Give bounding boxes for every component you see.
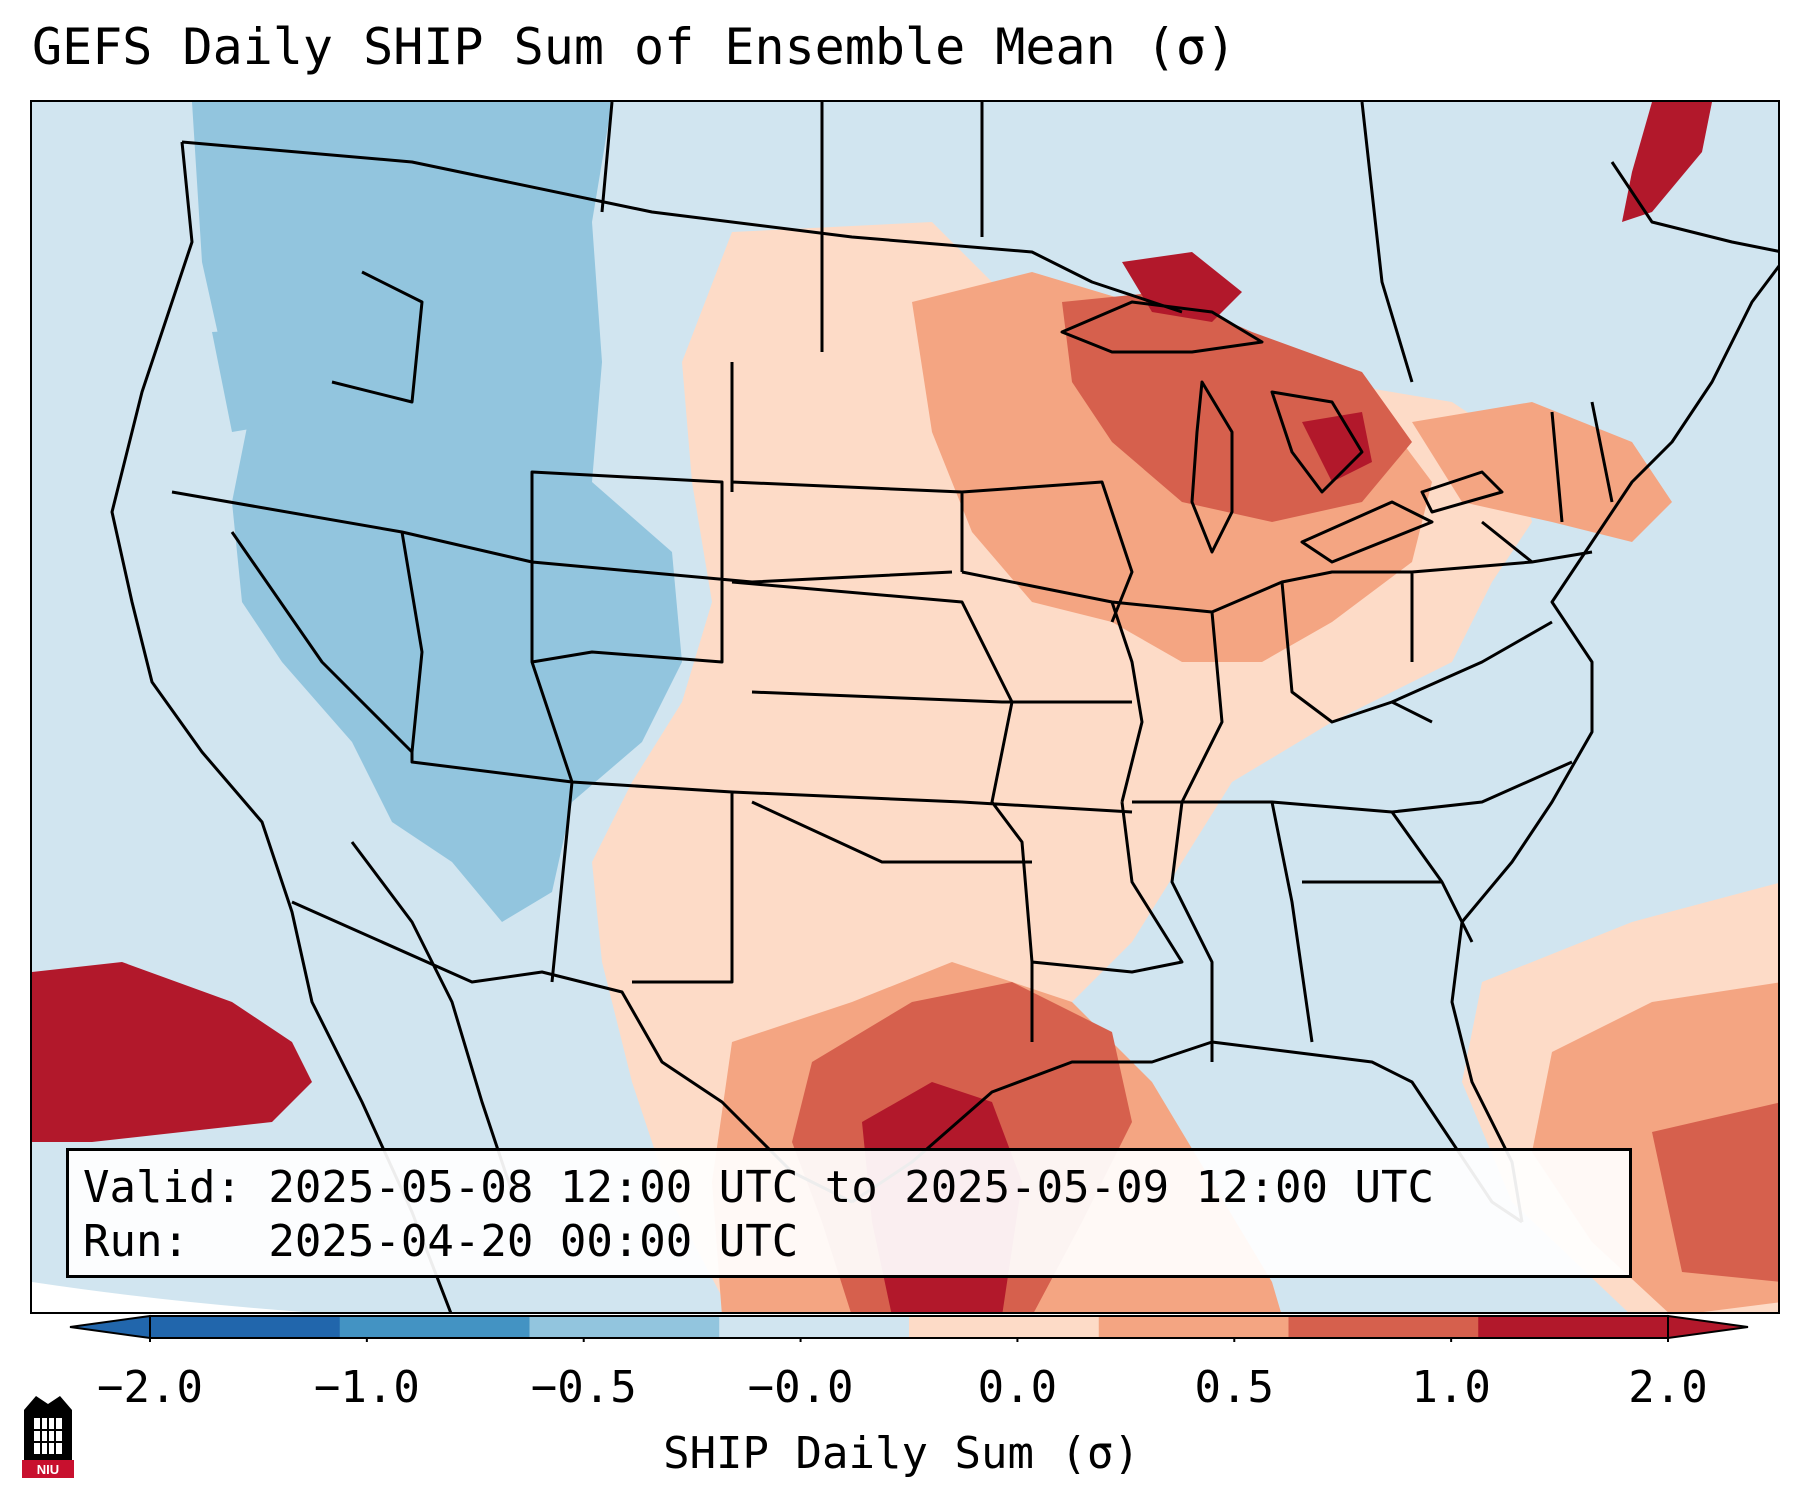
colorbar: [69, 1314, 1749, 1342]
colorbar-segment: [339, 1316, 530, 1338]
colorbar-tick-label: −2.0: [97, 1362, 203, 1413]
colorbar-label: SHIP Daily Sum (σ): [663, 1428, 1140, 1479]
state-lines: [171, 102, 1614, 1062]
caribbean-strong: [1652, 1102, 1778, 1282]
anomaly-map: [32, 102, 1778, 1312]
lake-erie: [1300, 500, 1434, 564]
svg-text:NIU: NIU: [37, 1462, 59, 1477]
west-coastline: [110, 141, 453, 1312]
chart-title: GEFS Daily SHIP Sum of Ensemble Mean (σ): [32, 18, 1237, 76]
colorbar-tick-label: 2.0: [1628, 1362, 1708, 1413]
lake-huron-extreme: [1302, 412, 1372, 482]
lake-ontario: [1420, 470, 1504, 514]
us-canada-border: [181, 140, 1183, 314]
colorbar-segment: [909, 1316, 1100, 1338]
colorbar-extend-high: [1667, 1314, 1749, 1340]
lake-huron: [1270, 390, 1364, 494]
colorbar-tick-label: −0.5: [530, 1362, 637, 1413]
lake-superior: [1060, 300, 1264, 354]
projection-edge: [32, 1282, 304, 1312]
colorbar-tick-label: −0.0: [747, 1362, 854, 1413]
colorbar-segment: [150, 1316, 341, 1338]
colorbar-segment: [1288, 1316, 1479, 1338]
colorbar-tick-label: 0.5: [1194, 1362, 1275, 1413]
gulf-of-california-coast: [350, 841, 514, 1193]
west-negative-region: [192, 102, 682, 922]
pacific-extreme: [32, 962, 312, 1142]
validity-info-box: Valid: 2025-05-08 12:00 UTC to 2025-05-0…: [66, 1148, 1632, 1278]
canada-province-lines: [1360, 102, 1778, 383]
colorbar-tick-label: −1.0: [313, 1362, 420, 1413]
niu-logo: NIU: [22, 1396, 74, 1478]
colorbar-segment: [719, 1316, 910, 1338]
atlantic-coastline: [1450, 264, 1778, 1223]
colorbar-tick-label: 0.0: [977, 1362, 1058, 1413]
lake-michigan: [1190, 380, 1234, 554]
northeast-moderate: [1412, 402, 1672, 542]
colorbar-tick-label: 1.0: [1411, 1362, 1491, 1413]
colorbar-extend-low: [69, 1314, 151, 1340]
valid-time-text: Valid: 2025-05-08 12:00 UTC to 2025-05-0…: [83, 1162, 1435, 1213]
st-lawrence-extreme: [1622, 102, 1712, 222]
run-time-text: Run: 2025-04-20 00:00 UTC: [83, 1216, 799, 1267]
colorbar-segment: [1478, 1316, 1669, 1338]
map-panel: [30, 100, 1780, 1314]
colorbar-segment: [1098, 1316, 1289, 1338]
colorbar-segment: [529, 1316, 720, 1338]
northwest-negative-patch: [212, 322, 402, 432]
